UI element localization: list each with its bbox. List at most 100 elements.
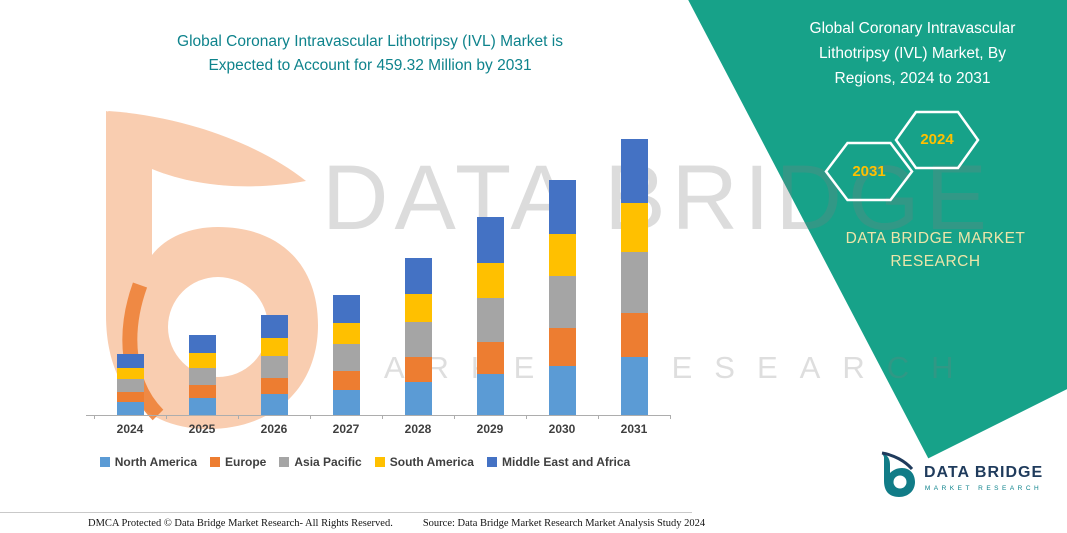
legend-label: South America (389, 455, 474, 469)
axis-tick (598, 415, 599, 419)
segment-middle-east-and-africa (188, 334, 216, 354)
segment-middle-east-and-africa (548, 179, 576, 235)
footer-logo-subtitle: MARKET RESEARCH (924, 484, 1043, 492)
segment-europe (404, 356, 432, 382)
bar-slot (382, 115, 454, 415)
legend-marker (99, 457, 110, 467)
badge-year-2031: 2031 (852, 163, 886, 180)
stacked-bar-2031 (620, 139, 648, 415)
legend-marker (279, 457, 290, 467)
segment-north-america (116, 402, 144, 415)
data-bridge-logo: DATA BRIDGE MARKET RESEARCH (876, 450, 1043, 505)
segment-north-america (404, 382, 432, 415)
segment-south-america (188, 353, 216, 368)
segment-middle-east-and-africa (116, 353, 144, 368)
stacked-bar-2028 (404, 257, 432, 415)
legend-item-south-america: South America (374, 455, 474, 469)
segment-europe (260, 377, 288, 394)
segment-middle-east-and-africa (260, 314, 288, 338)
badge-year-2024: 2024 (920, 131, 954, 148)
segment-asia-pacific (548, 276, 576, 329)
side-panel-title: Global Coronary Intravascular Lithotrips… (809, 20, 1016, 87)
axis-tick (238, 415, 239, 419)
segment-north-america (332, 389, 360, 415)
segment-north-america (476, 373, 504, 415)
segment-middle-east-and-africa (332, 295, 360, 323)
axis-tick (454, 415, 455, 419)
legend-item-middle-east-and-africa: Middle East and Africa (486, 455, 631, 469)
axis-tick (166, 415, 167, 419)
chart-title: Global Coronary Intravascular Lithotrips… (177, 33, 563, 75)
stacked-bar-2030 (548, 179, 576, 415)
data-bridge-b-icon (876, 450, 916, 505)
segment-middle-east-and-africa (476, 217, 504, 263)
legend-label: Asia Pacific (294, 455, 362, 469)
axis-tick (94, 415, 95, 419)
segment-europe (548, 328, 576, 366)
bar-slot (310, 115, 382, 415)
x-label-2028: 2028 (404, 422, 432, 436)
segment-south-america (548, 234, 576, 277)
segment-asia-pacific (476, 298, 504, 342)
segment-south-america (332, 322, 360, 345)
legend: North America Europe Asia Pacific South Ame… (58, 455, 672, 469)
segment-north-america (620, 357, 648, 415)
stacked-bar-2027 (332, 295, 360, 415)
bar-slot (238, 115, 310, 415)
x-axis (86, 415, 671, 419)
segment-north-america (548, 365, 576, 415)
stacked-bar-2025 (188, 334, 216, 415)
hexagon-2031-icon (824, 141, 914, 202)
dmca-text: DMCA Protected © Data Bridge Market Rese… (88, 518, 393, 529)
stacked-bar-2026 (260, 314, 288, 415)
legend-item-north-america: North America (99, 455, 198, 469)
bar-slot (526, 115, 598, 415)
segment-south-america (260, 337, 288, 356)
legend-label: North America (114, 455, 198, 469)
axis-tick (526, 415, 527, 419)
segment-asia-pacific (404, 322, 432, 357)
legend-item-asia-pacific: Asia Pacific (279, 455, 362, 469)
x-label-2029: 2029 (476, 422, 504, 436)
segment-south-america (476, 262, 504, 299)
x-label-2027: 2027 (332, 422, 360, 436)
x-label-2026: 2026 (260, 422, 288, 436)
segment-south-america (116, 367, 144, 379)
footer-disclaimer: DMCA Protected © Data Bridge Market Rese… (0, 512, 705, 529)
segment-asia-pacific (116, 378, 144, 393)
legend-label: Middle East and Africa (501, 455, 631, 469)
bars-area (94, 115, 670, 415)
axis-tick (670, 415, 671, 419)
segment-middle-east-and-africa (620, 139, 648, 204)
stacked-bar-2029 (476, 217, 504, 415)
bar-slot (94, 115, 166, 415)
legend-marker (210, 457, 221, 467)
x-label-2024: 2024 (116, 422, 144, 436)
bar-slot (166, 115, 238, 415)
axis-tick (310, 415, 311, 419)
watermark-brand-text: DATA BRIDGE (322, 147, 993, 249)
x-label-2025: 2025 (188, 422, 216, 436)
source-text: Source: Data Bridge Market Research Mark… (422, 518, 706, 529)
footer-logo-title: DATA BRIDGE (924, 463, 1044, 481)
legend-marker (486, 457, 497, 467)
legend-item-europe: Europe (210, 455, 266, 469)
segment-south-america (620, 203, 648, 253)
segment-north-america (260, 394, 288, 415)
segment-asia-pacific (260, 355, 288, 378)
legend-label: Europe (225, 455, 267, 469)
segment-asia-pacific (620, 252, 648, 314)
x-axis-labels: 2024 2025 2026 2027 2028 2029 2030 2031 (94, 422, 670, 436)
stacked-bar-2024 (116, 353, 144, 415)
segment-north-america (188, 398, 216, 415)
segment-middle-east-and-africa (404, 257, 432, 294)
year-hexagon-badges: 2031 2024 (820, 107, 1000, 207)
hexagon-2024-icon (894, 110, 980, 170)
legend-marker (374, 457, 385, 467)
segment-south-america (404, 293, 432, 323)
segment-europe (188, 385, 216, 399)
segment-europe (476, 341, 504, 374)
segment-europe (332, 370, 360, 390)
segment-asia-pacific (332, 344, 360, 371)
